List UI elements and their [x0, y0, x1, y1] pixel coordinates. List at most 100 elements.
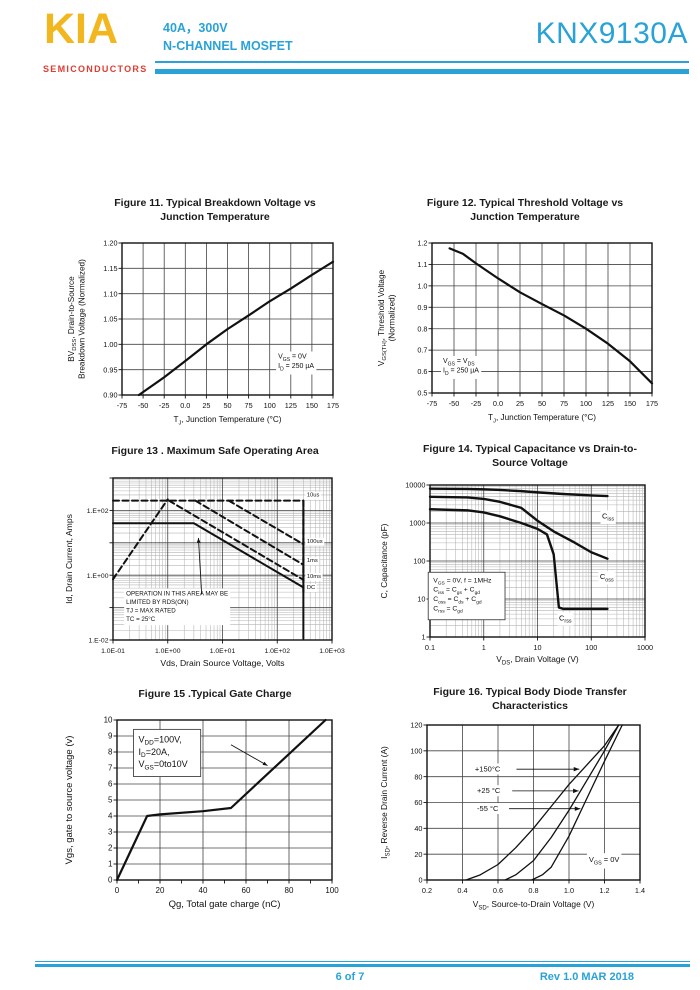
svg-text:1.0E+03: 1.0E+03 — [319, 648, 345, 655]
svg-text:75: 75 — [560, 399, 568, 408]
revision-label: Rev 1.0 MAR 2018 — [539, 971, 634, 983]
svg-text:Vgs, gate to source voltage (v: Vgs, gate to source voltage (v) — [64, 736, 75, 865]
svg-text:0.7: 0.7 — [417, 346, 427, 355]
svg-text:Crss: Crss — [559, 613, 572, 624]
svg-text:175: 175 — [646, 399, 658, 408]
svg-text:100: 100 — [325, 886, 339, 895]
svg-text:20: 20 — [414, 850, 422, 859]
header-divider-thick — [155, 69, 689, 74]
svg-text:0.2: 0.2 — [422, 886, 432, 895]
svg-text:LIMITED BY RDS(ON): LIMITED BY RDS(ON) — [126, 599, 188, 606]
svg-text:7: 7 — [108, 764, 113, 773]
svg-text:100: 100 — [580, 399, 592, 408]
figure-15: Figure 15 .Typical Gate Charge 0 20 40 60 80… — [55, 688, 375, 927]
svg-text:0.6: 0.6 — [417, 367, 427, 376]
figure-14-chart: 0.1 1 10 100 1000110100100010000CissCossCrss… — [379, 481, 653, 667]
svg-text:1.2: 1.2 — [599, 886, 609, 895]
svg-text:1.2: 1.2 — [417, 239, 427, 248]
svg-text:60: 60 — [242, 886, 251, 895]
svg-text:TC = 25°C: TC = 25°C — [126, 616, 156, 623]
svg-text:OPERATION IN THIS AREA MAY BE: OPERATION IN THIS AREA MAY BE — [126, 590, 228, 597]
svg-text:75: 75 — [245, 401, 253, 410]
device-rating: 40A，300V N-CHANNEL MOSFET — [163, 17, 293, 53]
svg-text:VGS = VDS: VGS = VDS — [443, 358, 475, 367]
svg-text:TJ, Junction Temperature (°C): TJ, Junction Temperature (°C) — [488, 413, 596, 424]
svg-text:10ms: 10ms — [307, 574, 321, 580]
svg-text:DC: DC — [307, 585, 315, 591]
svg-text:VGS(TH), Threshold Voltage: VGS(TH), Threshold Voltage — [377, 269, 388, 366]
svg-text:Breakdown Voltage (Normalized): Breakdown Voltage (Normalized) — [77, 259, 86, 379]
svg-text:150: 150 — [306, 401, 318, 410]
svg-text:0.9: 0.9 — [417, 303, 427, 312]
svg-text:1.05: 1.05 — [103, 315, 117, 324]
svg-text:50: 50 — [223, 401, 231, 410]
svg-text:8: 8 — [108, 748, 113, 757]
svg-text:VGS = 0V: VGS = 0V — [278, 354, 307, 363]
svg-text:1.E+02: 1.E+02 — [87, 508, 109, 515]
svg-text:TJ = MAX RATED: TJ = MAX RATED — [126, 608, 176, 615]
svg-text:1.0E-01: 1.0E-01 — [101, 648, 125, 655]
figure-14: Figure 14. Typical Capacitance vs Drain-… — [370, 443, 690, 683]
svg-text:1.0E+00: 1.0E+00 — [155, 648, 181, 655]
svg-text:C, Capacitance (pF): C, Capacitance (pF) — [379, 523, 389, 598]
svg-text:VGS = 0V, f = 1MHz: VGS = 0V, f = 1MHz — [433, 577, 492, 586]
svg-text:1: 1 — [421, 633, 425, 642]
svg-text:10000: 10000 — [405, 481, 425, 490]
svg-text:40: 40 — [414, 824, 422, 833]
figure-15-title: Figure 15 .Typical Gate Charge — [138, 688, 292, 700]
svg-text:100: 100 — [585, 643, 597, 652]
svg-text:-50: -50 — [449, 399, 460, 408]
svg-text:25: 25 — [202, 401, 210, 410]
svg-text:5: 5 — [108, 796, 113, 805]
svg-text:1: 1 — [108, 860, 113, 869]
svg-text:Vds, Drain Source Voltage, Vol: Vds, Drain Source Voltage, Volts — [160, 658, 284, 668]
figure-12-title: Figure 12. Typical Threshold Voltage vs … — [426, 197, 624, 223]
svg-text:Ciss: Ciss — [602, 511, 614, 522]
part-number-title: KNX9130A — [535, 17, 688, 50]
svg-text:Id, Drain Current, Amps: Id, Drain Current, Amps — [64, 514, 74, 604]
svg-text:-25: -25 — [471, 399, 482, 408]
svg-text:20: 20 — [156, 886, 165, 895]
figure-12: Figure 12. Typical Threshold Voltage vs … — [370, 197, 680, 435]
svg-text:80: 80 — [285, 886, 294, 895]
figure-16: Figure 16. Typical Body Diode Transfer C… — [370, 686, 690, 939]
svg-text:10: 10 — [104, 716, 113, 725]
svg-text:0.8: 0.8 — [417, 324, 427, 333]
svg-text:-75: -75 — [427, 399, 438, 408]
svg-text:10: 10 — [533, 643, 541, 652]
svg-text:1.0: 1.0 — [564, 886, 574, 895]
svg-text:VDD=100V,: VDD=100V, — [139, 734, 182, 746]
figure-16-chart: 0.2 0.4 0.6 0.8 1.0 1.2 1.4 0 20 40 60 80 100 120 +150… — [379, 721, 645, 912]
footer-divider-thick — [35, 964, 690, 967]
rating-channel-type: N-CHANNEL MOSFET — [163, 39, 293, 53]
svg-text:1000: 1000 — [409, 519, 425, 528]
svg-text:25: 25 — [516, 399, 524, 408]
svg-text:6: 6 — [108, 780, 113, 789]
svg-text:1000: 1000 — [637, 643, 653, 652]
svg-text:0.8: 0.8 — [528, 886, 538, 895]
svg-text:VSD, Source-to-Drain Voltage (: VSD, Source-to-Drain Voltage (V) — [473, 899, 595, 911]
svg-text:1.10: 1.10 — [103, 289, 117, 298]
svg-text:BVDSS, Drain-to-Source: BVDSS, Drain-to-Source — [67, 276, 78, 362]
svg-text:125: 125 — [602, 399, 614, 408]
figure-13-chart: 1.0E-01 1.0E+00 1.0E+01 1.0E+02 1.0E+03 1.E-0… — [64, 477, 345, 668]
svg-text:VGS=0to10V: VGS=0to10V — [139, 759, 188, 771]
svg-text:1.4: 1.4 — [635, 886, 645, 895]
svg-text:Coss = Cds + Cgd: Coss = Cds + Cgd — [433, 596, 482, 605]
svg-text:1.20: 1.20 — [103, 239, 117, 248]
svg-text:1: 1 — [482, 643, 486, 652]
svg-text:0.0: 0.0 — [493, 399, 503, 408]
svg-text:+25 °C: +25 °C — [477, 786, 501, 795]
svg-text:0: 0 — [108, 876, 113, 885]
page-number: 6 of 7 — [335, 971, 365, 983]
svg-text:0.4: 0.4 — [457, 886, 467, 895]
figure-13: Figure 13 . Maximum Safe Operating Area … — [55, 445, 375, 682]
figure-11: Figure 11. Typical Breakdown Voltage vs … — [60, 197, 370, 435]
svg-text:0.95: 0.95 — [103, 365, 117, 374]
svg-text:0.5: 0.5 — [417, 389, 427, 398]
svg-text:50: 50 — [538, 399, 546, 408]
svg-text:0.0: 0.0 — [180, 401, 190, 410]
svg-text:ID=20A,: ID=20A, — [139, 747, 170, 759]
svg-text:VGS = 0V: VGS = 0V — [589, 855, 620, 866]
svg-text:TJ, Junction Temperature (°C): TJ, Junction Temperature (°C) — [173, 415, 281, 426]
